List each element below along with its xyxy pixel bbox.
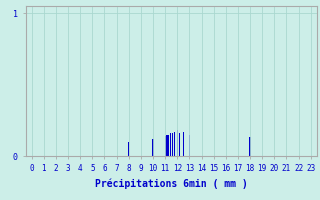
Bar (164, 136, 166, 156)
Bar (170, 133, 171, 156)
Bar (152, 139, 154, 156)
Bar (168, 135, 169, 156)
Bar (183, 132, 184, 156)
X-axis label: Précipitations 6min ( mm ): Précipitations 6min ( mm ) (95, 178, 248, 189)
Bar (172, 133, 173, 156)
Bar (128, 142, 129, 156)
Bar (166, 135, 168, 156)
Bar (250, 137, 251, 156)
Bar (177, 130, 178, 156)
Bar (179, 133, 180, 156)
Bar (174, 132, 175, 156)
Bar (189, 135, 190, 156)
